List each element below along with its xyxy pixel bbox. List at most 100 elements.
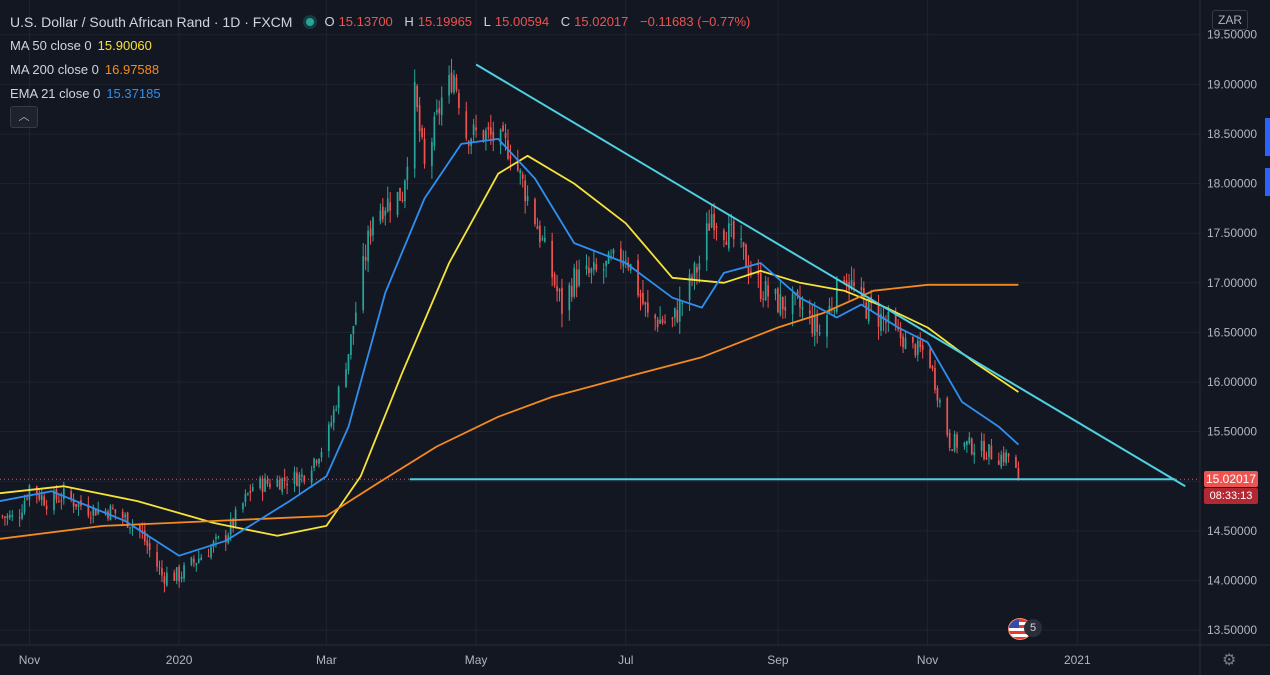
indicator-ma50[interactable]: MA 50 close 0 15.90060	[10, 34, 754, 58]
candle-body	[693, 263, 696, 280]
gear-icon[interactable]: ⚙	[1222, 652, 1237, 669]
candle-body	[931, 366, 934, 369]
candle-body	[129, 527, 131, 529]
candle-body	[664, 321, 666, 323]
candle-body	[482, 130, 485, 141]
candle-body	[293, 471, 296, 484]
candle-body	[966, 441, 968, 445]
candle-body	[6, 515, 9, 519]
candle-body	[404, 180, 406, 202]
chevron-up-icon: ︿	[18, 111, 30, 123]
indicator-name: MA 50 close 0	[10, 38, 92, 53]
candle-body	[224, 535, 227, 543]
candle-body	[902, 336, 904, 348]
candle-body	[588, 268, 590, 274]
economic-events-marker[interactable]: 5	[1008, 618, 1042, 640]
candle-body	[97, 509, 100, 514]
low-label: L	[483, 14, 491, 29]
candle-body	[372, 217, 374, 236]
x-tick-label: 2020	[166, 653, 193, 667]
candle-body	[183, 565, 185, 579]
chart-legend: U.S. Dollar / South African Rand · 1D · …	[10, 10, 754, 106]
candle-body	[956, 434, 958, 448]
indicator-ma200[interactable]: MA 200 close 0 16.97588	[10, 58, 754, 82]
candle-body	[539, 225, 541, 243]
candle-body	[551, 240, 554, 278]
candle-body	[607, 252, 610, 264]
candle-body	[970, 438, 973, 454]
candle-body	[381, 206, 384, 220]
candle-body	[715, 226, 718, 228]
descending-trendline	[475, 63, 1186, 488]
candle-body	[524, 180, 527, 202]
candle-body	[300, 474, 303, 477]
candle-body	[200, 557, 203, 561]
candle-body	[318, 458, 320, 464]
candles	[1, 58, 1020, 593]
close-label: C	[560, 14, 571, 29]
candle-body	[801, 307, 804, 310]
candle-body	[242, 503, 244, 510]
candle-body	[963, 442, 966, 447]
candle-body	[431, 142, 433, 166]
candle-body	[175, 567, 178, 581]
candle-body	[936, 388, 939, 401]
candle-body	[303, 475, 306, 482]
candle-body	[11, 515, 14, 517]
ohlc-values: O 15.13700 H 15.19965 L 15.00594 C 15.02017 …	[324, 10, 754, 34]
x-tick-label: Mar	[316, 653, 337, 667]
candle-body	[281, 478, 284, 492]
candle-body	[919, 340, 922, 348]
candle-body	[193, 558, 195, 563]
x-tick-label: May	[465, 653, 488, 667]
candle-body	[433, 116, 436, 147]
candle-body	[458, 92, 460, 109]
candle-body	[401, 200, 404, 202]
candle-body	[710, 214, 713, 228]
candle-body	[759, 272, 762, 300]
candle-body	[435, 109, 438, 113]
candle-body	[156, 552, 158, 567]
candle-body	[661, 319, 664, 323]
candle-body	[472, 124, 475, 135]
candle-body	[1005, 452, 1007, 464]
symbol-title[interactable]: U.S. Dollar / South African Rand · 1D · …	[10, 14, 293, 30]
candle-body	[335, 408, 338, 410]
candle-body	[43, 496, 46, 506]
candle-body	[40, 495, 43, 500]
candle-body	[217, 536, 220, 538]
x-tick-label: Jul	[618, 653, 633, 667]
candle-body	[232, 518, 234, 527]
price-axis[interactable]: 19.50000 19.00000 18.50000 18.00000 17.50000…	[1207, 28, 1257, 637]
currency-badge[interactable]: ZAR	[1212, 10, 1248, 30]
candle-body	[26, 498, 28, 500]
events-count-badge: 5	[1024, 619, 1042, 637]
candle-body	[489, 127, 492, 135]
candle-body	[207, 556, 210, 558]
time-axis[interactable]: Nov 2020 Mar May Jul Sep Nov 2021	[19, 653, 1091, 667]
candle-body	[590, 268, 593, 273]
candle-body	[55, 489, 58, 500]
candle-body	[725, 241, 728, 245]
candle-body	[723, 230, 725, 241]
candle-body	[521, 174, 524, 179]
candle-body	[698, 263, 701, 270]
candle-body	[659, 319, 661, 324]
candle-body	[112, 507, 114, 509]
candle-body	[610, 255, 612, 257]
candle-body	[845, 280, 848, 286]
candle-body	[386, 198, 389, 212]
symbol-row: U.S. Dollar / South African Rand · 1D · …	[10, 10, 754, 34]
candle-body	[914, 344, 917, 356]
candle-body	[985, 457, 988, 460]
indicator-ema21[interactable]: EMA 21 close 0 15.37185	[10, 82, 754, 106]
candle-body	[298, 474, 301, 487]
candle-body	[774, 289, 777, 294]
collapse-legend-button[interactable]: ︿	[10, 106, 38, 128]
chart-grid	[0, 0, 1200, 645]
candle-body	[568, 284, 571, 311]
candle-body	[413, 81, 416, 169]
candle-body	[352, 326, 355, 334]
candle-body	[637, 260, 639, 296]
